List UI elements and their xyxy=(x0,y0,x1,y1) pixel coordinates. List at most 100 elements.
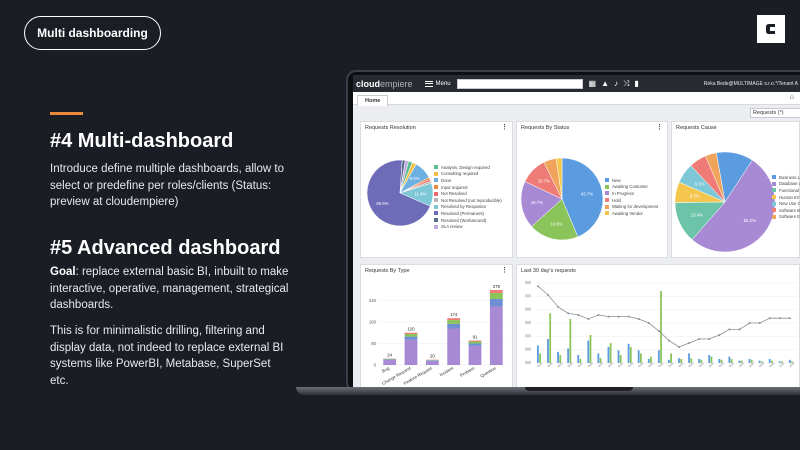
legend-entry[interactable]: SLA review xyxy=(434,223,502,230)
pie-slice[interactable] xyxy=(367,160,431,226)
legend-entry[interactable]: New Use C xyxy=(772,200,800,207)
bar-mark[interactable] xyxy=(708,355,711,363)
legend-entry[interactable]: Consulting required xyxy=(434,171,502,178)
bar-mark[interactable] xyxy=(537,345,539,363)
bar-mark[interactable] xyxy=(748,359,751,363)
bar-segment[interactable] xyxy=(468,343,482,346)
legend-entry[interactable]: Input required xyxy=(434,184,502,191)
bar-mark[interactable] xyxy=(760,361,763,363)
bar-mark[interactable] xyxy=(607,347,610,363)
trend-line[interactable] xyxy=(537,285,790,348)
document-icon[interactable]: ▮ xyxy=(634,78,639,88)
bar-mark[interactable] xyxy=(637,350,640,363)
bar-mark[interactable] xyxy=(589,335,592,363)
bar-segment[interactable] xyxy=(489,306,503,365)
legend-entry[interactable]: Not Resolved xyxy=(434,190,502,197)
trend-point[interactable] xyxy=(738,328,741,331)
bar-mark[interactable] xyxy=(730,359,733,363)
bar-mark[interactable] xyxy=(569,319,572,363)
trend-point[interactable] xyxy=(607,315,610,318)
bar-segment[interactable] xyxy=(447,318,461,321)
user-info[interactable]: Réka Bede@MULTIMAGE s.r.o.*/Tenant A xyxy=(703,80,798,87)
bar-mark[interactable] xyxy=(599,358,602,363)
bar-segment[interactable] xyxy=(383,358,397,360)
legend-entry[interactable]: Resolved (Workaround) xyxy=(434,217,502,224)
bar-mark[interactable] xyxy=(549,313,552,363)
bar-mark[interactable] xyxy=(650,356,652,363)
bar-mark[interactable] xyxy=(660,291,662,363)
legend-entry[interactable]: Human Err xyxy=(772,194,800,201)
pie-slice[interactable] xyxy=(521,181,563,227)
bar-segment[interactable] xyxy=(404,332,418,335)
bar-mark[interactable] xyxy=(680,359,683,363)
trend-point[interactable] xyxy=(678,346,681,348)
legend-entry[interactable]: Resolved by Respositor xyxy=(434,204,502,211)
bar-mark[interactable] xyxy=(690,358,693,363)
legend-entry[interactable]: Awaiting Vendor xyxy=(605,210,658,217)
bar-segment[interactable] xyxy=(468,340,482,342)
bar-mark[interactable] xyxy=(700,359,703,363)
bar-mark[interactable] xyxy=(579,359,582,363)
trend-point[interactable] xyxy=(627,315,630,318)
pie-slice[interactable] xyxy=(399,160,409,194)
bar-mark[interactable] xyxy=(559,355,562,363)
dashboard-filter-select[interactable]: Requests (*) xyxy=(750,108,800,118)
legend-entry[interactable]: Business Li xyxy=(772,174,800,181)
trend-point[interactable] xyxy=(788,317,791,320)
bar-segment[interactable] xyxy=(425,360,439,365)
pie-slice[interactable] xyxy=(705,152,726,203)
bar-mark[interactable] xyxy=(539,353,541,363)
legend-entry[interactable]: Resolved (Permanent) xyxy=(434,210,502,217)
legend-entry[interactable]: Done xyxy=(434,177,502,184)
bar-mark[interactable] xyxy=(768,359,771,363)
bar-segment[interactable] xyxy=(404,339,418,365)
trend-point[interactable] xyxy=(778,317,781,320)
legend-entry[interactable]: Database o xyxy=(772,181,800,188)
bar-mark[interactable] xyxy=(698,359,701,363)
trend-point[interactable] xyxy=(597,314,600,316)
bar-segment[interactable] xyxy=(489,289,503,293)
bar-mark[interactable] xyxy=(629,347,632,363)
pie-slice[interactable] xyxy=(561,158,603,238)
menu-button[interactable]: Menu xyxy=(424,80,451,87)
bar-mark[interactable] xyxy=(710,356,713,363)
trend-point[interactable] xyxy=(718,334,721,336)
trend-point[interactable] xyxy=(637,318,640,320)
bar-segment[interactable] xyxy=(447,323,461,329)
legend-entry[interactable]: Awaiting Customer xyxy=(605,184,658,191)
bar-mark[interactable] xyxy=(597,353,600,363)
bar-mark[interactable] xyxy=(617,350,620,363)
bar-mark[interactable] xyxy=(668,359,670,363)
bar-mark[interactable] xyxy=(688,353,690,363)
bar-mark[interactable] xyxy=(619,355,622,363)
trend-point[interactable] xyxy=(668,339,670,342)
home-icon[interactable]: ⌂ xyxy=(789,94,794,101)
legend-entry[interactable]: New xyxy=(605,177,658,184)
bar-mark[interactable] xyxy=(657,350,660,363)
bar-mark[interactable] xyxy=(781,361,783,363)
legend-entry[interactable]: Hold xyxy=(605,197,658,204)
bar-mark[interactable] xyxy=(678,358,680,363)
panel-menu-icon[interactable]: ⋮ xyxy=(501,124,508,131)
bar-mark[interactable] xyxy=(750,359,753,363)
bar-segment[interactable] xyxy=(468,345,482,365)
bar-mark[interactable] xyxy=(778,361,781,363)
trend-point[interactable] xyxy=(748,322,751,324)
trend-point[interactable] xyxy=(557,306,560,308)
trend-point[interactable] xyxy=(728,328,731,331)
bar-segment[interactable] xyxy=(489,298,503,307)
pie-slice[interactable] xyxy=(555,158,563,200)
trend-point[interactable] xyxy=(647,322,650,324)
bar-mark[interactable] xyxy=(718,359,721,363)
shuffle-icon[interactable]: ⤨ xyxy=(623,78,630,88)
bar-segment[interactable] xyxy=(425,360,439,361)
legend-entry[interactable]: Waiting for development xyxy=(605,203,658,210)
trend-point[interactable] xyxy=(567,312,570,315)
legend-entry[interactable]: Software B xyxy=(772,207,800,214)
bar-mark[interactable] xyxy=(791,361,793,363)
pie-slice[interactable] xyxy=(691,159,775,252)
bar-segment[interactable] xyxy=(404,336,418,340)
trend-point[interactable] xyxy=(768,317,771,320)
trend-point[interactable] xyxy=(657,330,660,332)
pie-slice[interactable] xyxy=(531,198,579,240)
